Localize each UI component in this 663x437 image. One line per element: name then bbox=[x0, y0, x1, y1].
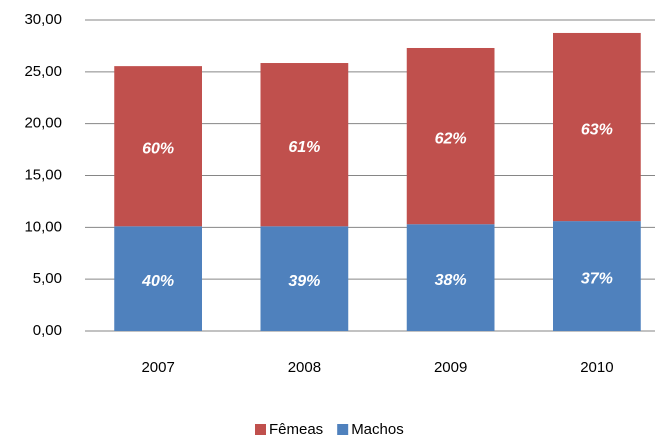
value-label: 60% bbox=[142, 140, 174, 157]
legend-label: Fêmeas bbox=[269, 421, 323, 437]
y-tick-label: 15,00 bbox=[24, 166, 62, 183]
legend-label: Machos bbox=[351, 421, 404, 437]
y-tick-label: 5,00 bbox=[33, 270, 62, 287]
x-tick-label: 2008 bbox=[288, 359, 321, 376]
bar bbox=[260, 226, 349, 331]
value-label: 37% bbox=[581, 270, 613, 287]
legend-swatch bbox=[337, 424, 349, 435]
y-tick-label: 10,00 bbox=[24, 218, 62, 235]
bar bbox=[114, 226, 202, 331]
value-label: 62% bbox=[435, 130, 467, 147]
x-tick-label: 2007 bbox=[141, 359, 174, 376]
bar bbox=[406, 224, 495, 331]
bar bbox=[260, 63, 349, 227]
y-tick-label: 20,00 bbox=[24, 115, 62, 132]
y-tick-label: 0,00 bbox=[33, 322, 62, 339]
x-tick-label: 2010 bbox=[580, 359, 613, 376]
bar bbox=[553, 221, 641, 331]
legend-swatch bbox=[255, 424, 266, 435]
value-label: 61% bbox=[288, 139, 320, 156]
value-label: 38% bbox=[435, 272, 467, 289]
value-label: 40% bbox=[141, 273, 174, 290]
x-tick-label: 2009 bbox=[434, 359, 467, 376]
value-label: 39% bbox=[288, 273, 320, 290]
bar bbox=[114, 66, 202, 227]
bar bbox=[553, 32, 641, 222]
value-label: 63% bbox=[581, 121, 613, 138]
y-tick-label: 25,00 bbox=[24, 63, 62, 80]
y-tick-label: 30,00 bbox=[24, 11, 62, 28]
bar bbox=[406, 47, 495, 225]
